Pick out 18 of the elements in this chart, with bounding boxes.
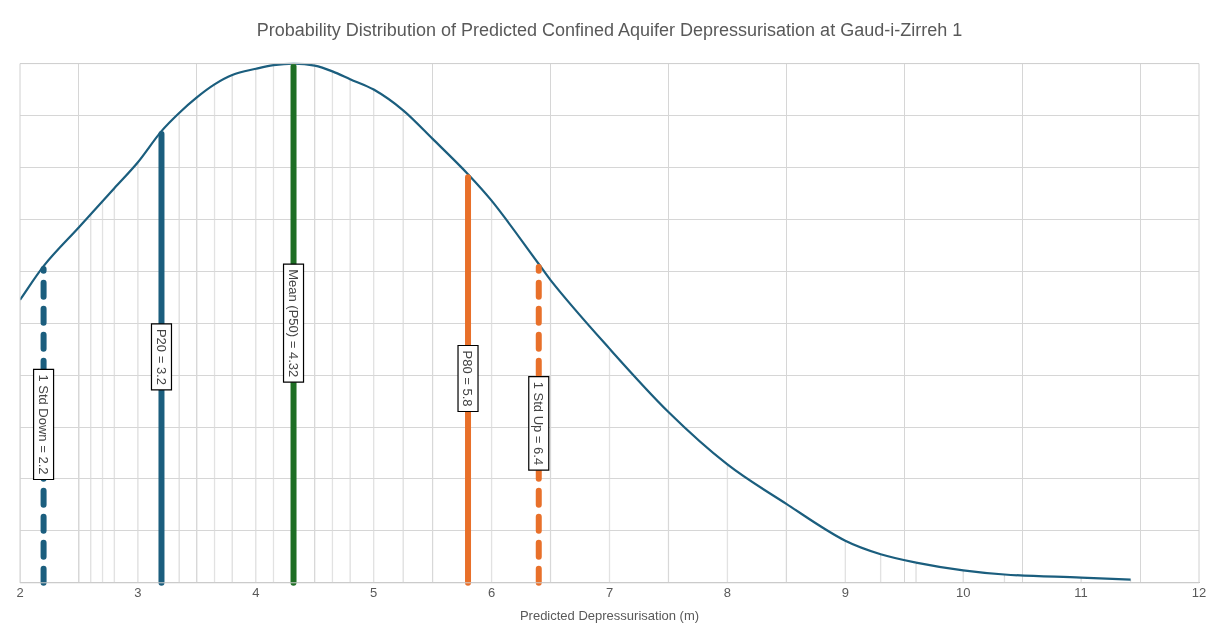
- x-tick-label: 10: [955, 585, 971, 601]
- ref-line-label: P80 = 5.8: [460, 350, 476, 407]
- chart-title: Probability Distribution of Predicted Confined Aquifer Depressurisation at Gaud-i-Zirreh 1: [256, 19, 963, 40]
- x-tick-label: 9: [841, 585, 849, 601]
- x-tick-label: 5: [370, 585, 378, 601]
- x-tick-label: 2: [16, 585, 24, 601]
- x-axis-title: Predicted Depressurisation (m): [519, 607, 700, 623]
- x-tick-label: 3: [134, 585, 142, 601]
- ref-line-label: P20 = 3.2: [153, 328, 169, 385]
- x-tick-label: 7: [605, 585, 614, 601]
- ref-line-label: 1 Std Up = 6.4: [531, 381, 547, 466]
- x-tick-label: 4: [252, 585, 260, 601]
- x-tick-label: 8: [723, 585, 732, 601]
- x-tick-label: 11: [1074, 585, 1088, 601]
- x-tick-label: 12: [1191, 585, 1207, 601]
- ref-line-label: 1 Std Down = 2.2: [36, 374, 51, 475]
- x-tick-label: 6: [487, 585, 496, 601]
- ref-line-label: Mean (P50) = 4.32: [285, 269, 301, 378]
